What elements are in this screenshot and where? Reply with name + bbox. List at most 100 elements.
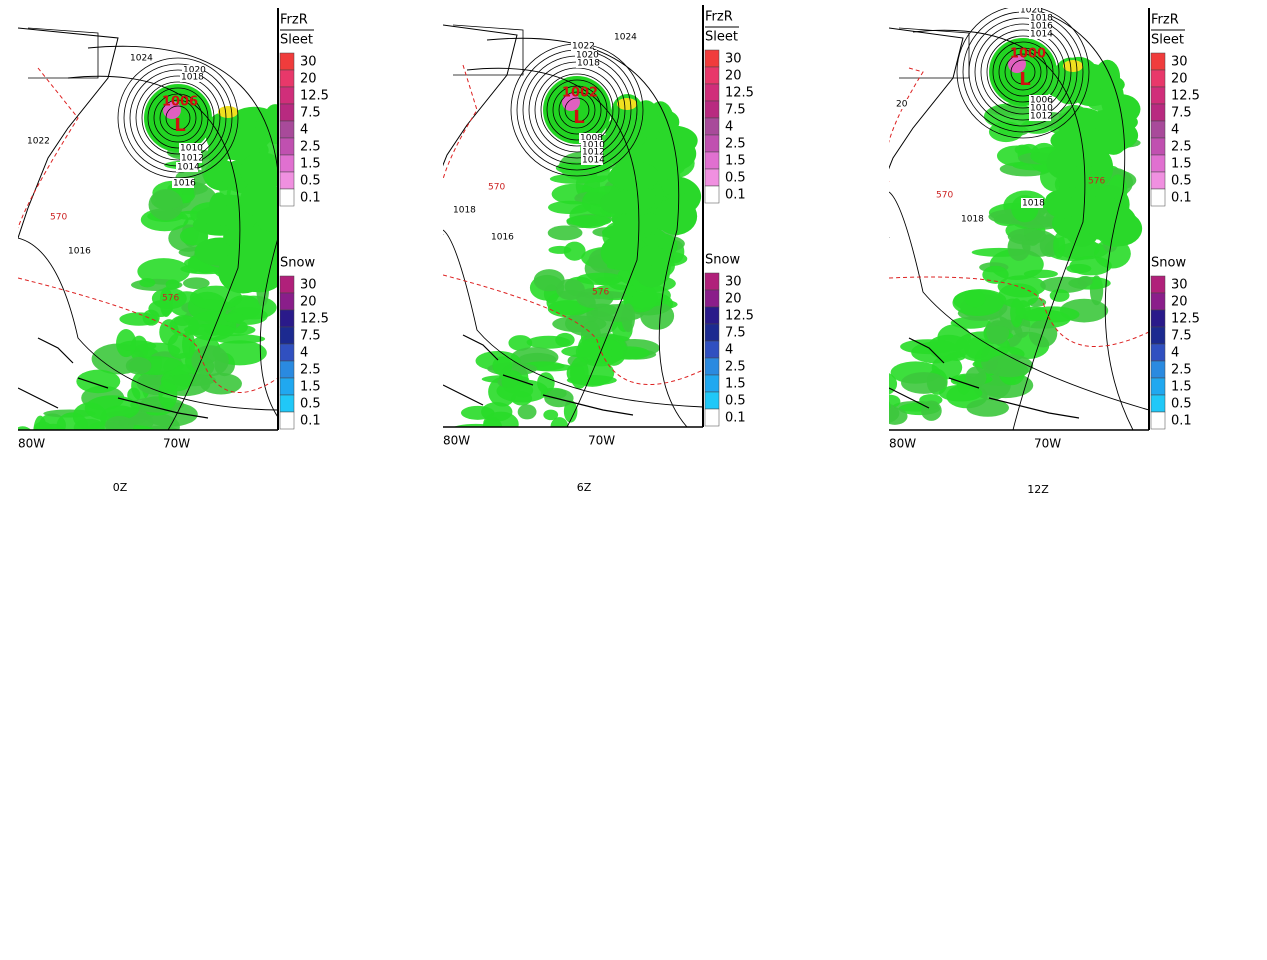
precip-area <box>1021 230 1058 257</box>
legend-swatch <box>279 411 295 430</box>
precip-band <box>1098 118 1129 155</box>
low-pressure-label: 1002 <box>562 86 598 101</box>
legend-swatch <box>279 188 295 207</box>
precip-area <box>985 354 1034 378</box>
sleet-area <box>562 93 580 111</box>
precip-area <box>159 287 173 317</box>
frzr-area <box>617 98 637 110</box>
isobar <box>141 81 215 155</box>
precip-area <box>889 401 891 411</box>
precip-area <box>580 290 627 300</box>
legend-swatch <box>704 117 720 136</box>
precip-area <box>986 320 1010 345</box>
precip-area <box>116 329 137 358</box>
precip-area <box>104 416 134 430</box>
precip-area <box>1028 319 1058 348</box>
legend-swatch <box>279 343 295 362</box>
precip-band <box>240 181 278 218</box>
legend-value: 4 <box>300 346 308 361</box>
legend-value: 1.5 <box>725 154 746 169</box>
legend-swatch <box>704 374 720 393</box>
precip-band <box>1062 125 1108 168</box>
precip-area <box>547 200 592 215</box>
legend-swatch <box>1150 394 1166 413</box>
legend-swatch <box>1150 326 1166 345</box>
legend-swatch <box>704 323 720 342</box>
land-outline <box>889 27 964 238</box>
label-bg <box>1029 95 1051 105</box>
precip-area <box>191 345 229 377</box>
precip-area <box>56 412 88 430</box>
low-symbol: L <box>174 115 185 136</box>
legend-value: 0.1 <box>300 414 321 429</box>
panel-caption: 0Z <box>113 481 128 494</box>
label-bg <box>67 246 89 256</box>
precip-band <box>239 152 278 190</box>
legend-swatch <box>279 137 295 156</box>
legend-value: 7.5 <box>1171 106 1192 121</box>
precip-area <box>555 278 585 301</box>
map-panel: 1024102210201018100810101012101410181016… <box>443 5 754 448</box>
precip-area <box>148 189 183 221</box>
legend-swatch <box>704 83 720 102</box>
precip-area <box>169 315 200 337</box>
map-body: 1024102210201018100810101012101410181016… <box>443 5 703 427</box>
legend-title: FrzR <box>280 13 308 28</box>
map-body: 1020101810161014100610101012101810182057… <box>889 8 1149 430</box>
isobar <box>87 45 278 418</box>
legend-title: FrzR <box>705 10 733 25</box>
label-bg <box>576 58 598 68</box>
legend-swatch <box>1150 343 1166 362</box>
precip-area <box>920 400 942 421</box>
precip-area <box>1018 306 1050 322</box>
x-axis-label: 70W <box>588 434 615 448</box>
label-bg <box>571 41 593 51</box>
isobar <box>912 29 1086 430</box>
legend-swatch <box>1150 52 1166 71</box>
isobar-label: 1018 <box>181 73 204 83</box>
height-contour <box>18 67 79 229</box>
legend-value: 1.5 <box>300 157 321 172</box>
legend-swatch <box>704 134 720 153</box>
legend-value: 20 <box>1171 295 1188 310</box>
height-label: 576 <box>592 288 609 298</box>
precip-area <box>513 382 534 398</box>
legend-swatch <box>279 103 295 122</box>
border-line <box>27 27 99 79</box>
legend-value: 20 <box>1171 72 1188 87</box>
label-bg <box>581 147 603 157</box>
precip-band <box>627 113 666 134</box>
precip-area <box>569 357 589 389</box>
legend-swatch <box>704 168 720 187</box>
legend-swatch <box>279 394 295 413</box>
precip-area <box>1007 233 1031 261</box>
islands <box>443 334 634 416</box>
isobar-label: 1006 <box>1030 96 1053 106</box>
isobar-label: 1018 <box>1022 199 1045 209</box>
precip-area <box>965 366 987 388</box>
precip-area <box>125 357 152 375</box>
legend-swatch <box>279 377 295 396</box>
precip-area <box>566 215 612 227</box>
label-bg <box>581 140 603 150</box>
legend-swatch <box>704 408 720 427</box>
legend-value: 30 <box>725 275 742 290</box>
isobar-label: 20 <box>896 100 908 110</box>
precip-area <box>889 407 908 425</box>
isobar <box>67 75 241 430</box>
label-bg <box>176 162 198 172</box>
label-bg <box>895 99 917 109</box>
frzr-area <box>1063 60 1083 72</box>
legend-swatch <box>704 391 720 410</box>
legend-value: 30 <box>1171 278 1188 293</box>
legend-value: 12.5 <box>725 309 754 324</box>
legend-swatch <box>1150 171 1166 190</box>
legend-value: 0.5 <box>725 394 746 409</box>
legend-swatch <box>704 185 720 204</box>
legend-swatch <box>279 86 295 105</box>
label-bg <box>180 153 202 163</box>
precip-area <box>33 421 53 430</box>
precip-area <box>492 356 513 376</box>
